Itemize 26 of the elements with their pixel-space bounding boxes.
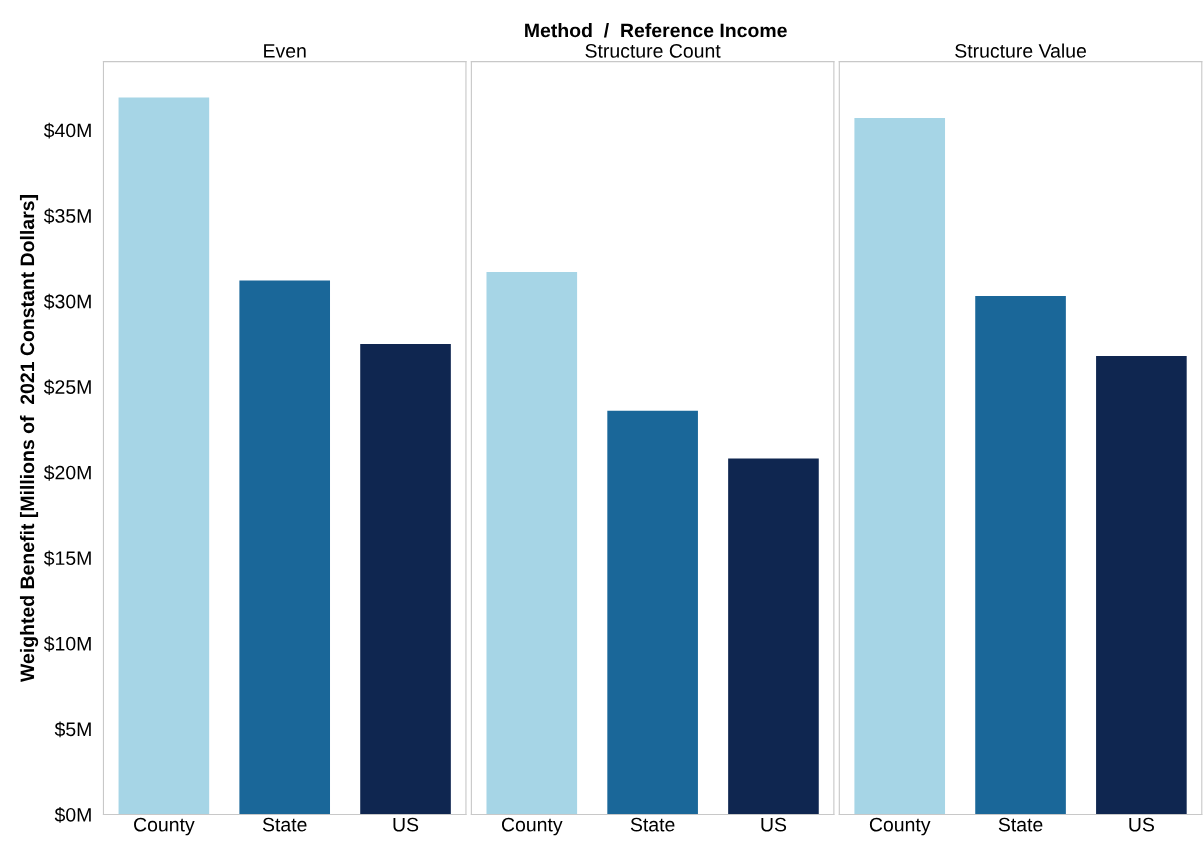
y-tick-label: $15M bbox=[43, 550, 91, 567]
x-tick-label: County bbox=[501, 817, 563, 836]
y-tick-label: $30M bbox=[43, 293, 91, 310]
bar bbox=[118, 97, 210, 815]
y-tick-label: $5M bbox=[54, 721, 91, 738]
x-tick-label: State bbox=[630, 817, 675, 832]
bar bbox=[239, 280, 331, 815]
x-tick-label: US bbox=[1129, 817, 1154, 832]
y-axis-title: Weighted Benefit [Millions of 2021 Constant Dollars] bbox=[19, 195, 39, 682]
y-tick-label: $35M bbox=[43, 208, 91, 224]
chart-title: Structure Count bbox=[585, 44, 721, 58]
x-tick-label: County bbox=[869, 817, 931, 836]
y-tick-label: $20M bbox=[43, 464, 91, 481]
chart-title: Even bbox=[264, 44, 306, 58]
bar bbox=[360, 343, 451, 815]
text: Method / Reference Income bbox=[525, 23, 787, 38]
x-tick-label: US bbox=[393, 817, 419, 832]
y-tick-label: $40M bbox=[43, 122, 91, 139]
y-tick-label: $25M bbox=[43, 379, 91, 396]
x-tick-label: US bbox=[761, 817, 787, 832]
y-tick-label: $10M bbox=[43, 636, 91, 652]
chart-title: Structure Value bbox=[955, 43, 1086, 58]
x-tick-label: State bbox=[262, 817, 307, 832]
y-tick-label: $0M bbox=[54, 807, 91, 823]
x-tick-label: State bbox=[998, 817, 1043, 832]
x-tick-label: County bbox=[134, 817, 195, 836]
